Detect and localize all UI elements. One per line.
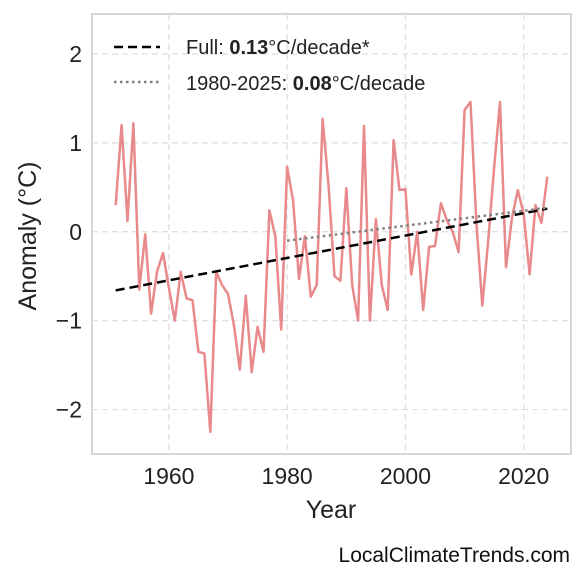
legend-label-full: Full: 0.13°C/decade* — [186, 37, 370, 59]
grid — [92, 14, 571, 454]
y-tick-label: 2 — [69, 41, 82, 67]
ticks-layer: 1960 1980 2000 2020 −2 −1 0 1 2 — [56, 41, 550, 489]
x-tick-label: 1980 — [262, 463, 313, 489]
y-axis-label: Anomaly (°C) — [14, 162, 42, 311]
y-tick-label: 1 — [69, 130, 82, 156]
x-axis-label: Year — [306, 496, 357, 524]
legend-label-recent: 1980-2025: 0.08°C/decade — [186, 73, 425, 95]
site-credit: LocalClimateTrends.com — [338, 544, 570, 567]
y-tick-label: −1 — [56, 308, 82, 334]
x-tick-label: 2020 — [498, 463, 549, 489]
x-tick-label: 2000 — [380, 463, 431, 489]
x-tick-label: 1960 — [143, 463, 194, 489]
y-tick-label: 0 — [69, 219, 82, 245]
legend: Full: 0.13°C/decade* 1980-2025: 0.08°C/d… — [114, 37, 425, 95]
series-trend-recent — [286, 206, 548, 242]
series-trend-full — [115, 207, 548, 292]
series-anomaly — [114, 100, 549, 434]
series-layer — [114, 100, 549, 434]
y-tick-label: −2 — [56, 397, 82, 423]
